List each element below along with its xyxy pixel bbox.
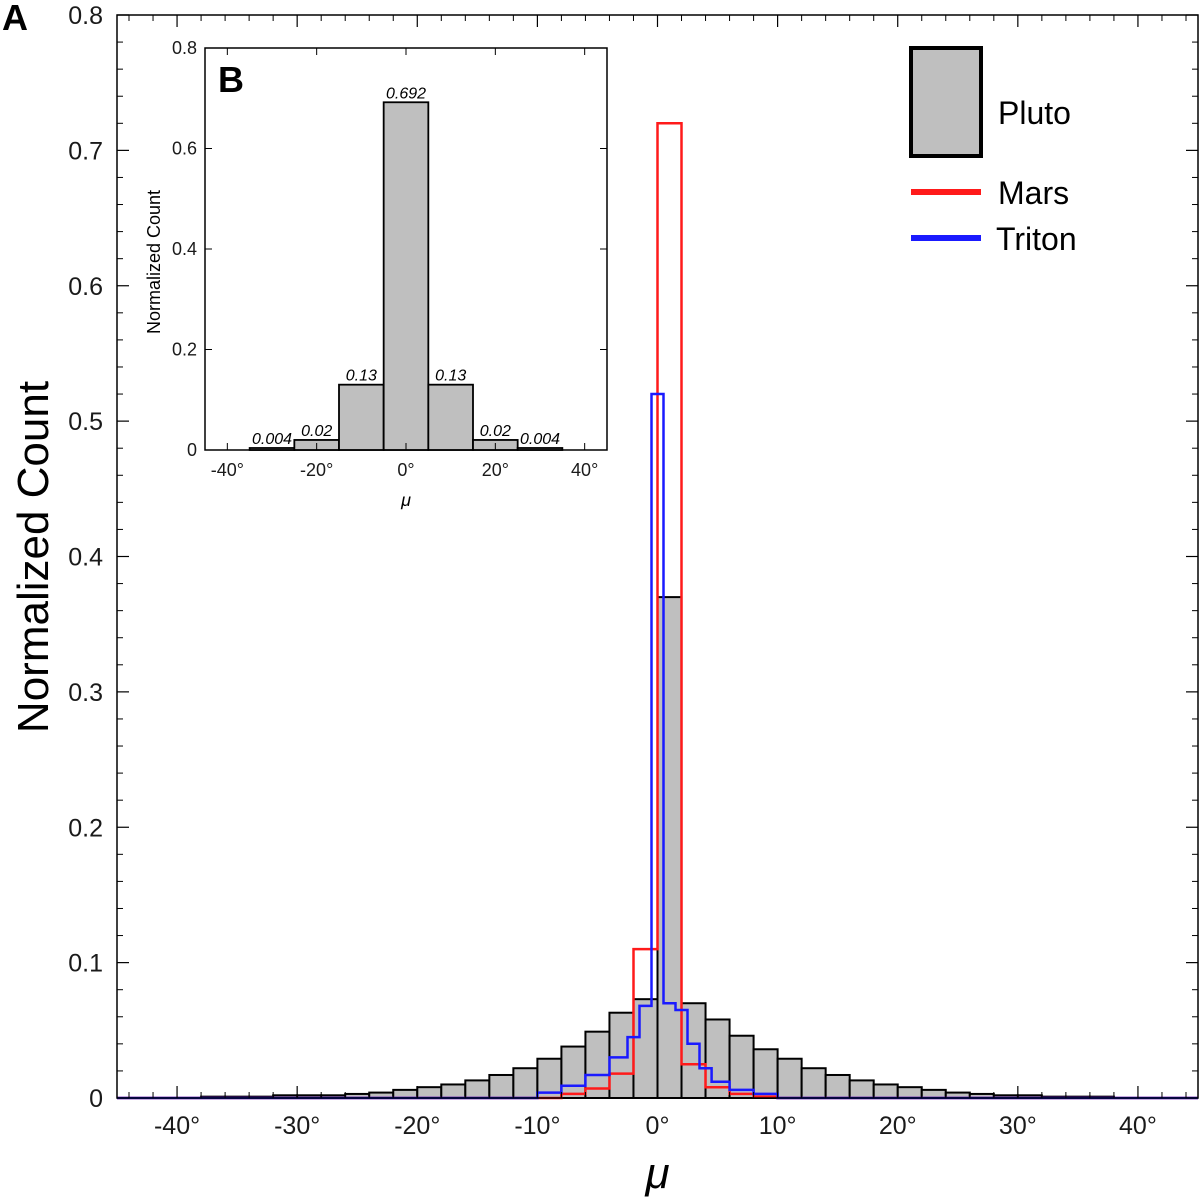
pluto-bar — [632, 998, 659, 1100]
y-tick-label: 0.8 — [68, 2, 103, 30]
y-tick-label: 0.3 — [68, 679, 103, 707]
x-tick-label: -20° — [394, 1112, 440, 1140]
inset-bar-value-label: 0.004 — [520, 431, 560, 448]
pluto-bar — [800, 1067, 827, 1100]
inset-bar-value-label: 0.02 — [480, 423, 511, 440]
inset-x-tick-label: 0° — [397, 460, 414, 480]
inset-x-axis-title: μ — [400, 490, 411, 510]
y-tick-label: 0.7 — [68, 137, 103, 165]
y-axis-title: Normalized Count — [9, 381, 58, 733]
pluto-bar — [776, 1057, 803, 1099]
inset-pluto-bar — [427, 383, 474, 451]
main-axes: 0 0.1 0.2 0.3 0.4 0.5 0.6 0.7 0.8 -40° -30° -20° -10… — [9, 2, 1199, 1198]
pluto-bar — [872, 1083, 899, 1100]
inset-y-tick-label: 0.4 — [172, 239, 197, 259]
inset-y-tick-label: 0.8 — [172, 38, 197, 58]
inset-bar-value-label: 0.13 — [346, 368, 377, 385]
pluto-bar — [512, 1067, 539, 1100]
inset-pluto-bar — [516, 447, 564, 451]
legend: Pluto Mars Triton — [909, 46, 1077, 257]
inset-panel-b: 0.004 0.02 0.13 0.692 0.13 0.02 0.004 0 0.2 0.4 0.… — [144, 38, 608, 510]
inset-pluto-bar — [248, 447, 296, 451]
x-tick-label: 40° — [1119, 1112, 1157, 1140]
pluto-bar — [560, 1045, 587, 1099]
inset-bar-value-label: 0.692 — [386, 85, 426, 102]
legend-pluto-swatch — [909, 46, 983, 158]
pluto-bar — [824, 1073, 851, 1099]
y-tick-label: 0.5 — [68, 408, 103, 436]
pluto-bar — [488, 1073, 515, 1099]
pluto-bar — [608, 1011, 635, 1099]
panel-label-a: A — [2, 0, 28, 38]
pluto-bar — [656, 596, 683, 1099]
x-tick-label: -30° — [274, 1112, 320, 1140]
inset-x-tick-label: -40° — [211, 460, 244, 480]
x-tick-label: 0° — [646, 1112, 670, 1140]
y-tick-label: 0 — [89, 1085, 103, 1113]
x-tick-label: 30° — [999, 1112, 1037, 1140]
inset-pluto-bar — [338, 383, 385, 451]
pluto-bar — [440, 1083, 467, 1100]
x-tick-label: -40° — [154, 1112, 200, 1140]
legend-label-mars: Mars — [998, 175, 1069, 211]
triton-series-line — [117, 392, 1198, 1100]
y-tick-label: 0.4 — [68, 544, 103, 572]
y-tick-label: 0.6 — [68, 273, 103, 301]
inset-x-tick-label: 20° — [482, 460, 509, 480]
pluto-bar — [680, 1002, 707, 1099]
inset-bar-value-label: 0.004 — [252, 431, 292, 448]
pluto-bar — [848, 1079, 875, 1099]
legend-label-pluto: Pluto — [998, 95, 1071, 131]
x-tick-label: 10° — [759, 1112, 797, 1140]
x-tick-label: 20° — [879, 1112, 917, 1140]
pluto-bar — [896, 1086, 923, 1100]
inset-bar-value-label: 0.02 — [301, 423, 332, 440]
panel-label-b: B — [218, 59, 244, 100]
x-tick-label: -10° — [514, 1112, 560, 1140]
inset-y-axis-title: Normalized Count — [144, 190, 164, 334]
legend-label-triton: Triton — [996, 221, 1077, 257]
pluto-bar — [416, 1086, 443, 1100]
inset-y-tick-label: 0 — [187, 440, 197, 460]
pluto-bar — [752, 1048, 779, 1100]
inset-pluto-bar — [382, 101, 430, 451]
inset-bar-value-label: 0.13 — [435, 368, 466, 385]
pluto-bar — [464, 1079, 491, 1099]
y-tick-label: 0.2 — [68, 814, 103, 842]
y-tick-label: 0.1 — [68, 950, 103, 978]
inset-y-tick-label: 0.2 — [172, 340, 197, 360]
inset-y-tick-label: 0.6 — [172, 139, 197, 159]
inset-x-tick-label: -20° — [300, 460, 333, 480]
x-axis-title: μ — [644, 1149, 669, 1198]
inset-x-tick-label: 40° — [571, 460, 598, 480]
